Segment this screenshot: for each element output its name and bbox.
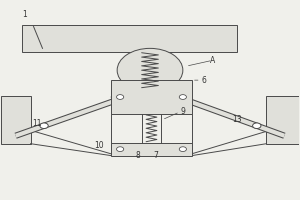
Text: 11: 11 (32, 119, 41, 128)
Text: 10: 10 (94, 141, 104, 150)
Circle shape (253, 123, 261, 129)
Circle shape (117, 95, 124, 99)
Circle shape (179, 147, 186, 152)
Bar (266, 96, 299, 144)
Bar (111, 143, 192, 156)
Text: 8: 8 (136, 151, 140, 160)
Bar (1, 96, 31, 144)
Circle shape (40, 123, 48, 129)
Text: 1: 1 (22, 10, 27, 19)
Bar (111, 80, 192, 114)
Text: 9: 9 (180, 107, 185, 116)
Text: 13: 13 (232, 115, 242, 124)
Circle shape (117, 48, 183, 92)
Text: 6: 6 (201, 76, 206, 85)
Bar (22, 25, 237, 52)
Text: A: A (210, 56, 215, 65)
Circle shape (117, 147, 124, 152)
Circle shape (179, 95, 186, 99)
Text: 7: 7 (154, 151, 158, 160)
